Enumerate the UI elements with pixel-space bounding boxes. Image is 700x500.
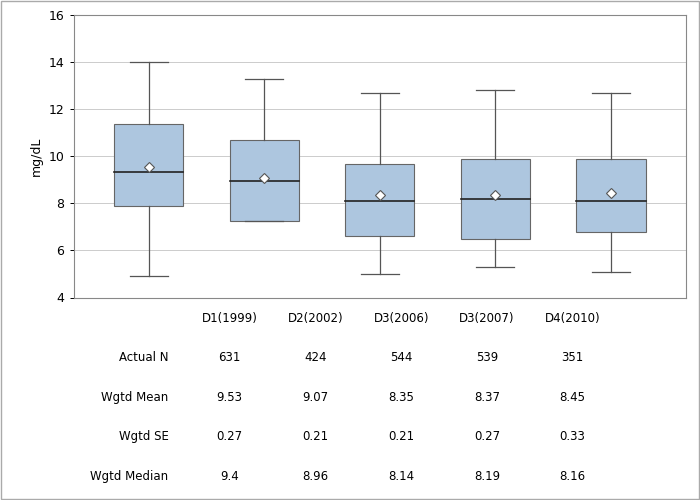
Text: Wgtd Median: Wgtd Median (90, 470, 169, 482)
Text: 8.45: 8.45 (560, 390, 586, 404)
Text: 9.4: 9.4 (220, 470, 239, 482)
Text: D3(2007): D3(2007) (459, 312, 514, 324)
Text: 8.14: 8.14 (388, 470, 414, 482)
Bar (114, 124, 183, 206)
Text: Actual N: Actual N (119, 351, 169, 364)
Y-axis label: mg/dL: mg/dL (30, 136, 43, 176)
Bar (345, 164, 414, 236)
Text: 0.27: 0.27 (216, 430, 243, 443)
Text: 8.19: 8.19 (474, 470, 500, 482)
Text: 351: 351 (561, 351, 584, 364)
Bar (576, 158, 645, 232)
Text: 9.53: 9.53 (217, 390, 243, 404)
Text: D3(2006): D3(2006) (373, 312, 429, 324)
Bar (461, 158, 530, 238)
Text: Wgtd Mean: Wgtd Mean (102, 390, 169, 404)
Text: 8.35: 8.35 (389, 390, 414, 404)
Text: 9.07: 9.07 (302, 390, 328, 404)
Text: 0.33: 0.33 (560, 430, 586, 443)
Text: 544: 544 (390, 351, 412, 364)
Text: 8.37: 8.37 (474, 390, 500, 404)
Text: D4(2010): D4(2010) (545, 312, 601, 324)
Text: Wgtd SE: Wgtd SE (118, 430, 169, 443)
Text: 8.96: 8.96 (302, 470, 328, 482)
Text: D2(2002): D2(2002) (288, 312, 343, 324)
Text: D1(1999): D1(1999) (202, 312, 258, 324)
Text: 539: 539 (476, 351, 498, 364)
Text: 8.16: 8.16 (559, 470, 586, 482)
Bar (230, 140, 299, 221)
Text: 0.27: 0.27 (474, 430, 500, 443)
Text: 0.21: 0.21 (388, 430, 414, 443)
Text: 631: 631 (218, 351, 241, 364)
Text: 424: 424 (304, 351, 327, 364)
Text: 0.21: 0.21 (302, 430, 328, 443)
